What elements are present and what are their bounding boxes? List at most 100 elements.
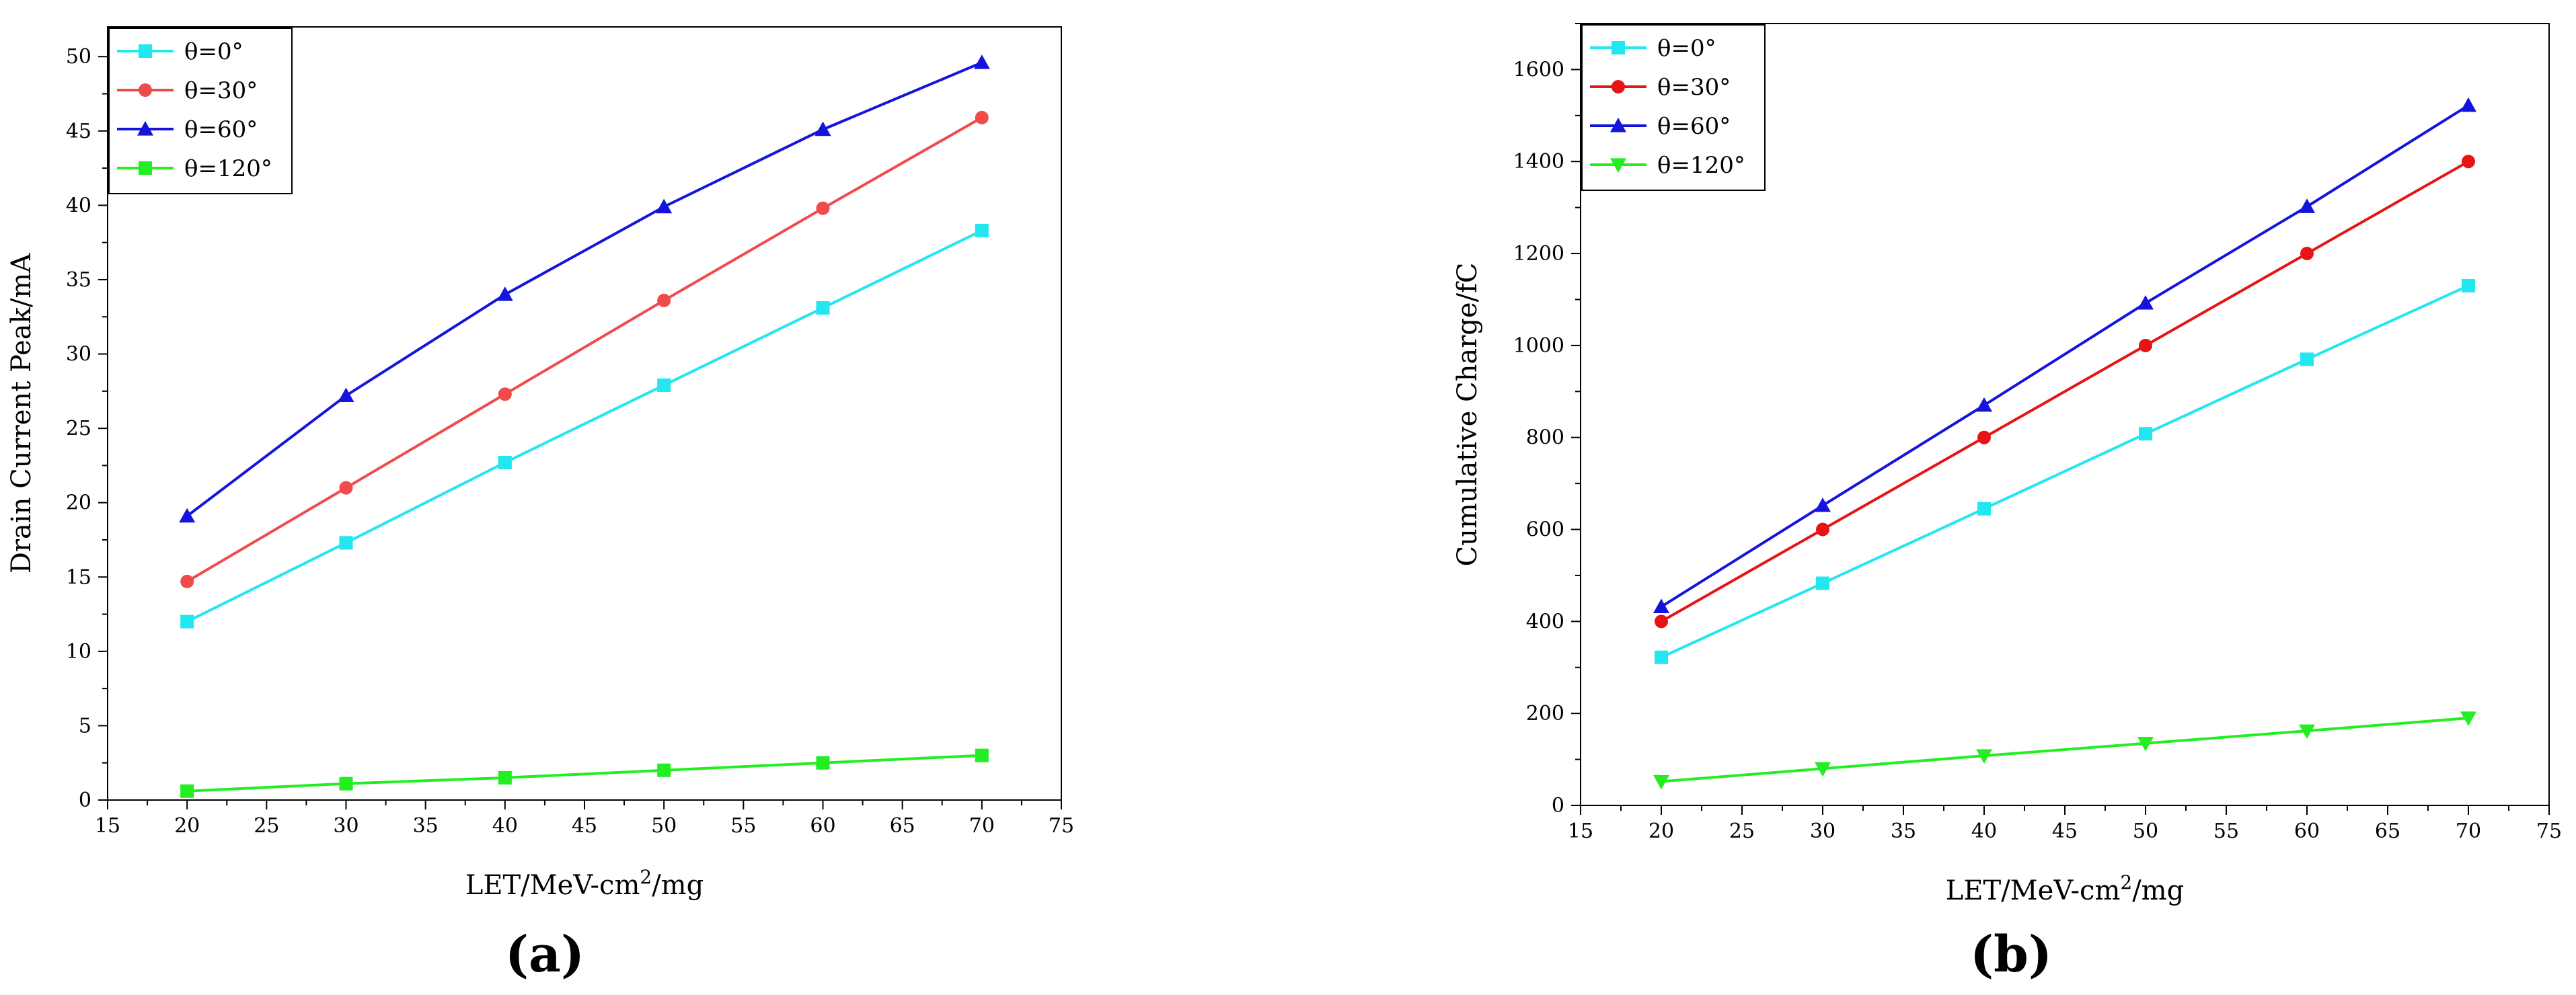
data-point [657, 763, 671, 777]
data-point [1815, 762, 1831, 777]
x-axis-title-unit: /mg [2132, 875, 2184, 906]
x-tick-label: 35 [413, 814, 439, 838]
x-tick-label: 65 [890, 814, 915, 838]
data-point [496, 286, 513, 301]
data-point [2139, 338, 2152, 352]
x-tick-label: 45 [2052, 820, 2078, 843]
series-line [1661, 160, 2469, 623]
data-point [2462, 278, 2475, 292]
x-tick-label: 20 [174, 814, 200, 838]
legend-label: θ=60° [1657, 113, 1731, 140]
legend-swatch-marker [137, 121, 153, 136]
legend-label: θ=60° [184, 116, 258, 143]
legend-label: θ=30° [1657, 74, 1731, 101]
y-tick-label: 15 [66, 565, 91, 589]
data-point [498, 455, 512, 469]
legend-label: θ=120° [184, 155, 272, 182]
y-tick-label: 1000 [1513, 334, 1564, 358]
x-axis-title-superscript: 2 [2120, 871, 2132, 893]
x-tick-label: 50 [651, 814, 677, 838]
data-point [180, 574, 194, 588]
y-tick-label: 35 [66, 268, 91, 292]
y-tick-label: 400 [1526, 610, 1564, 633]
x-tick-label: 20 [1649, 820, 1674, 843]
legend-swatch-marker [1612, 41, 1625, 54]
legend-swatch-marker [139, 161, 152, 175]
y-tick-label: 50 [66, 45, 91, 69]
series-line [1660, 104, 2470, 608]
data-point [656, 198, 673, 214]
data-point [657, 378, 671, 392]
legend-label: θ=0° [184, 38, 243, 65]
y-tick-label: 25 [66, 417, 91, 440]
data-point [1653, 598, 1669, 614]
y-tick-label: 800 [1526, 426, 1564, 450]
data-point [816, 301, 830, 315]
data-point [2300, 352, 2314, 366]
data-point [339, 481, 353, 495]
data-point [339, 536, 353, 550]
y-tick-label: 200 [1526, 702, 1564, 725]
x-tick-label: 60 [2294, 820, 2320, 843]
data-point [1655, 614, 1668, 629]
data-point [498, 770, 512, 785]
data-point [657, 293, 671, 307]
data-point [2139, 427, 2152, 441]
y-tick-label: 30 [66, 343, 91, 366]
data-point [180, 784, 194, 798]
data-point [973, 54, 990, 69]
panel-label: (a) [505, 926, 584, 984]
x-tick-label: 55 [730, 814, 756, 838]
data-point [816, 756, 830, 770]
panel-label: (b) [1970, 926, 2052, 984]
y-axis-title: Drain Current Peak/mA [6, 253, 37, 573]
data-point [2137, 294, 2154, 310]
data-point [2137, 737, 2154, 752]
data-point [2300, 247, 2314, 261]
x-tick-label: 30 [333, 814, 358, 838]
data-point [498, 387, 512, 401]
x-tick-label: 70 [2456, 820, 2481, 843]
data-point [1655, 650, 1668, 664]
data-point [1816, 522, 1829, 536]
series-line [1661, 284, 2469, 659]
x-tick-label: 40 [1971, 820, 1997, 843]
x-tick-label: 25 [1729, 820, 1755, 843]
y-tick-label: 40 [66, 194, 91, 217]
x-axis-title-unit: /mg [652, 870, 704, 901]
x-tick-label: 40 [492, 814, 518, 838]
series-line [186, 229, 983, 623]
series-line [186, 116, 983, 583]
x-tick-label: 65 [2375, 820, 2400, 843]
x-tick-label: 30 [1810, 820, 1835, 843]
y-tick-label: 1200 [1513, 242, 1564, 266]
data-point [1976, 749, 1992, 764]
y-tick-label: 600 [1526, 518, 1564, 542]
y-tick-label: 1400 [1513, 150, 1564, 173]
legend-label: θ=120° [1657, 152, 1745, 179]
x-tick-label: 55 [2213, 820, 2239, 843]
x-tick-label: 45 [572, 814, 597, 838]
y-tick-label: 0 [1552, 794, 1564, 818]
y-tick-label: 10 [66, 640, 91, 664]
data-point [815, 121, 831, 136]
legend-label: θ=0° [1657, 35, 1716, 62]
chart-panel-a: 15 20 25 30 35 40 45 50 55 60 65 70 75 0 5 10 15 20 25 30 35… [6, 26, 1074, 984]
x-axis-title-superscript: 2 [640, 866, 652, 888]
y-axis-title: Cumulative Charge/fC [1452, 262, 1483, 566]
legend-label: θ=30° [184, 77, 258, 104]
series-line [187, 754, 982, 793]
y-tick-label: 5 [79, 714, 91, 738]
series-line [1661, 717, 2469, 783]
x-tick-label: 75 [1049, 814, 1074, 838]
x-tick-label: 60 [810, 814, 835, 838]
legend-swatch-marker [139, 44, 152, 58]
data-point [816, 201, 830, 215]
series-line [186, 61, 983, 518]
legend-swatch-marker [1612, 80, 1625, 93]
data-point [180, 614, 194, 629]
data-point [2462, 155, 2475, 169]
legend-swatch-marker [139, 83, 152, 97]
data-point [2299, 724, 2315, 740]
data-point [338, 387, 354, 403]
